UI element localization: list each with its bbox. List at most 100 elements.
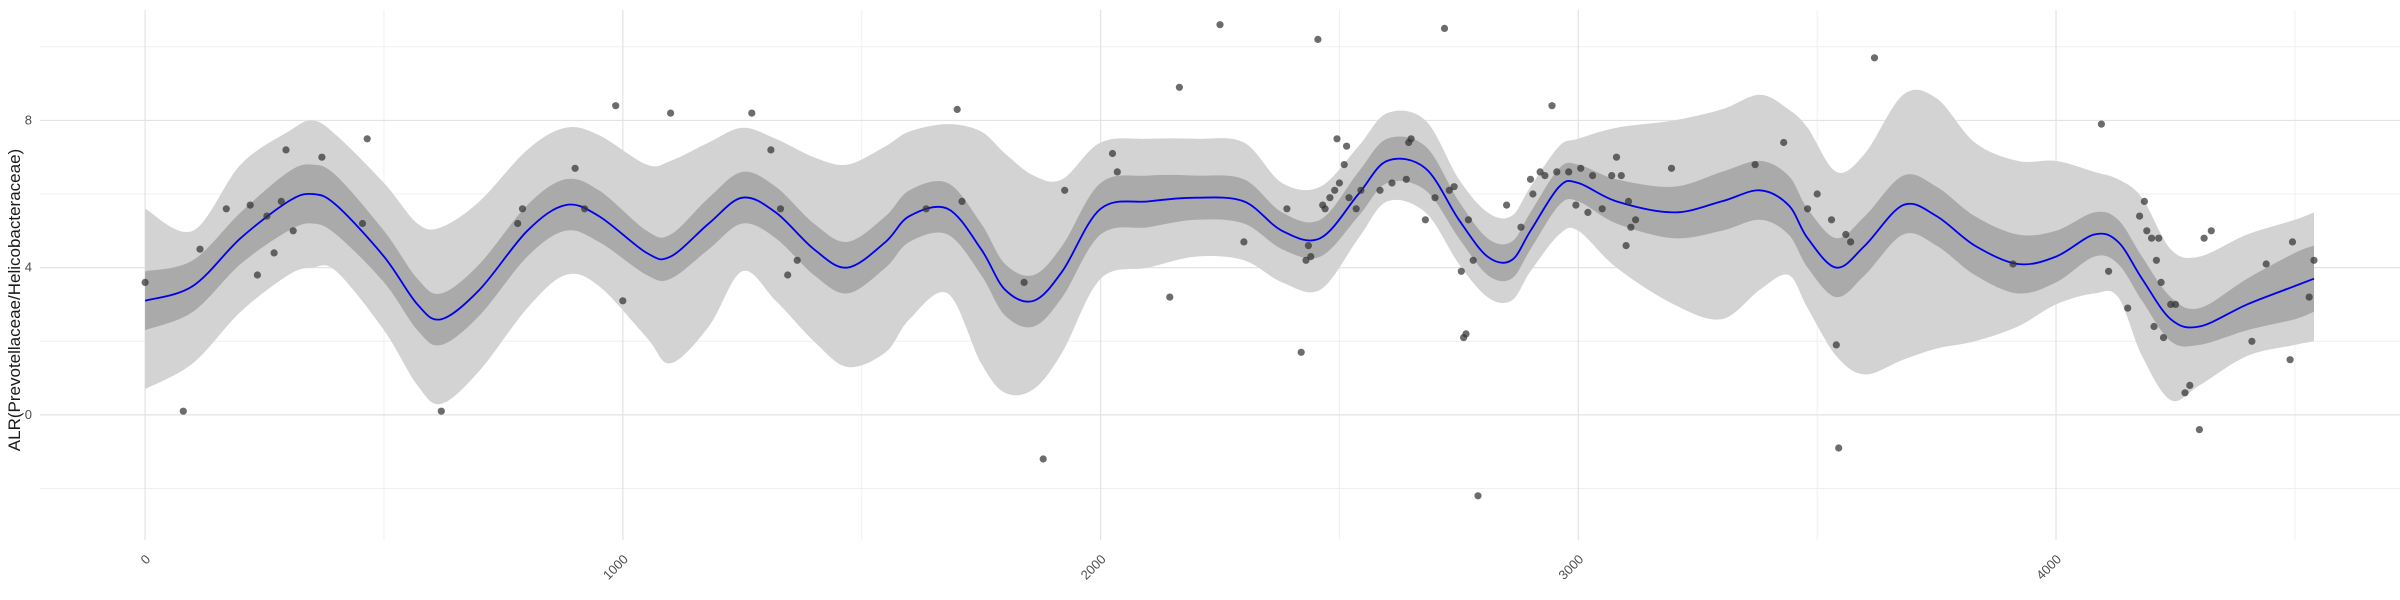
data-point-98 <box>1827 216 1836 224</box>
y-tick-label-2: 8 <box>25 112 32 127</box>
data-point-94 <box>1751 161 1759 169</box>
y-tick-label-1: 4 <box>25 260 32 275</box>
fit-line <box>144 157 2315 329</box>
data-point-92 <box>1632 216 1640 224</box>
data-point-50 <box>1335 179 1343 187</box>
data-point-83 <box>1584 208 1592 216</box>
data-point-48 <box>1331 186 1339 194</box>
data-point-29 <box>958 197 966 205</box>
fit-line-group <box>144 157 2315 329</box>
data-point-79 <box>1553 168 1561 176</box>
data-point-80 <box>1565 168 1573 176</box>
data-point-114 <box>2155 234 2163 242</box>
data-point-13 <box>363 135 371 143</box>
data-point-21 <box>667 109 675 117</box>
data-point-72 <box>1503 201 1511 209</box>
data-point-5 <box>253 271 261 279</box>
data-point-70 <box>1469 256 1477 264</box>
data-point-65 <box>1450 183 1458 191</box>
data-point-0 <box>141 278 149 286</box>
data-point-96 <box>1804 205 1812 213</box>
data-point-124 <box>2248 337 2256 345</box>
x-axis-tick-labels: 0 1000 2000 3000 4000 <box>138 552 2065 583</box>
data-point-125 <box>2262 260 2270 268</box>
data-point-66 <box>1457 267 1465 275</box>
data-point-53 <box>1345 194 1353 202</box>
data-point-36 <box>1175 83 1183 91</box>
x-tick-label-1: 1000 <box>600 552 631 583</box>
data-point-20 <box>619 297 627 305</box>
data-point-38 <box>1240 238 1248 246</box>
data-point-87 <box>1612 153 1621 161</box>
data-point-82 <box>1577 164 1585 172</box>
data-point-57 <box>1388 179 1396 187</box>
data-point-112 <box>2150 322 2158 331</box>
data-point-104 <box>2009 260 2017 268</box>
y-axis-label: ALR(Prevotellaceae/Helicobacteraceae) <box>5 149 24 451</box>
data-point-56 <box>1376 186 1384 194</box>
data-point-71 <box>1474 492 1482 500</box>
data-point-55 <box>1357 186 1365 194</box>
data-point-30 <box>1020 278 1028 286</box>
data-point-60 <box>1407 135 1415 143</box>
data-point-100 <box>1835 444 1843 452</box>
data-point-25 <box>784 271 792 279</box>
data-point-46 <box>1321 205 1329 213</box>
data-point-17 <box>571 164 579 172</box>
data-point-73 <box>1517 223 1525 231</box>
data-point-6 <box>263 212 271 220</box>
data-point-11 <box>318 153 326 161</box>
data-point-105 <box>2097 120 2105 128</box>
data-point-9 <box>282 146 290 154</box>
data-point-10 <box>289 227 297 235</box>
data-point-22 <box>748 109 756 117</box>
data-point-16 <box>518 205 527 213</box>
data-point-31 <box>1039 455 1047 463</box>
data-point-113 <box>2152 256 2160 264</box>
data-point-90 <box>1624 197 1633 205</box>
data-point-49 <box>1333 135 1341 143</box>
data-point-14 <box>437 407 445 415</box>
data-point-58 <box>1402 175 1410 183</box>
data-point-74 <box>1526 175 1535 183</box>
y-axis-tick-labels: 0 4 8 <box>25 112 32 421</box>
data-point-108 <box>2136 212 2144 220</box>
data-point-8 <box>277 197 285 205</box>
inner-confidence-band <box>145 136 2315 347</box>
data-point-91 <box>1627 223 1635 231</box>
data-point-123 <box>2207 227 2215 235</box>
data-point-69 <box>1464 216 1472 224</box>
x-tick-label-3: 3000 <box>1555 552 1586 583</box>
data-point-116 <box>2159 334 2168 342</box>
data-point-88 <box>1617 172 1625 180</box>
data-point-127 <box>2288 238 2297 246</box>
data-point-61 <box>1421 216 1429 224</box>
data-point-99 <box>1832 341 1840 349</box>
data-point-35 <box>1166 293 1174 301</box>
y-tick-label-0: 0 <box>25 407 32 422</box>
data-point-106 <box>2105 267 2113 275</box>
data-point-97 <box>1813 190 1821 198</box>
data-point-19 <box>612 102 620 110</box>
data-point-115 <box>2157 278 2165 286</box>
data-point-3 <box>222 205 230 213</box>
data-point-39 <box>1283 205 1291 213</box>
data-point-89 <box>1622 242 1630 250</box>
data-point-42 <box>1304 242 1312 250</box>
data-point-78 <box>1548 102 1556 110</box>
data-point-121 <box>2195 426 2203 434</box>
data-point-122 <box>2200 234 2208 242</box>
data-point-7 <box>270 249 278 257</box>
data-point-15 <box>514 219 522 228</box>
data-point-34 <box>1113 168 1121 176</box>
data-point-85 <box>1598 205 1606 213</box>
data-point-101 <box>1842 230 1850 239</box>
data-point-84 <box>1589 172 1597 180</box>
data-point-119 <box>2181 389 2189 397</box>
data-point-126 <box>2286 356 2294 364</box>
inner-band-area <box>145 136 2315 347</box>
data-point-27 <box>922 205 930 213</box>
data-point-110 <box>2143 227 2151 235</box>
data-point-128 <box>2305 293 2313 301</box>
